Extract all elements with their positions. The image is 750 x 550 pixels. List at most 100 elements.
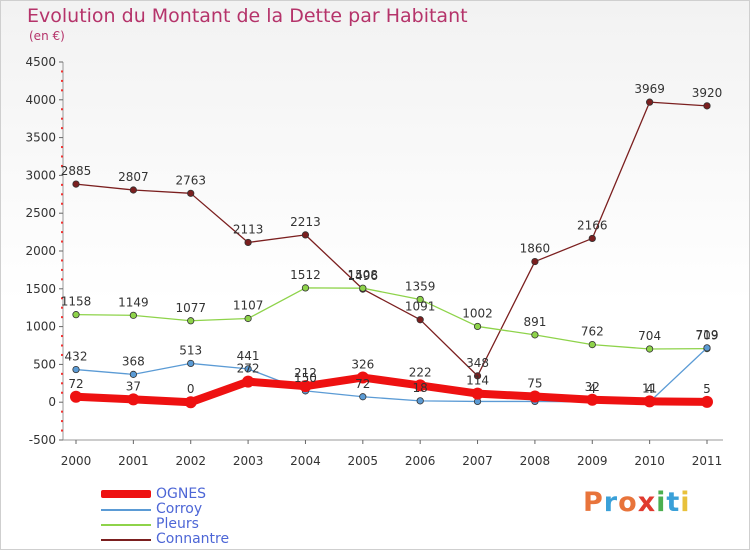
data-label-ognes: 0 (187, 382, 195, 396)
data-label-connantre: 1496 (348, 269, 379, 283)
logo-letter: t (666, 487, 681, 518)
data-point-connantre (416, 316, 424, 324)
data-label-ognes: 5 (703, 382, 711, 396)
y-minor-tick (61, 193, 63, 196)
data-point-pleurs (473, 322, 482, 331)
data-label-corroy: 150 (294, 371, 317, 385)
x-tick-label: 2004 (290, 454, 321, 468)
data-point-pleurs (416, 295, 424, 304)
series-line-ognes (72, 373, 711, 407)
y-minor-tick (61, 89, 63, 92)
x-tick-label: 2007 (462, 454, 493, 468)
data-point-corroy (416, 397, 424, 405)
data-label-connantre: 1860 (520, 242, 551, 256)
y-minor-tick (61, 108, 63, 111)
legend-label-connantre: Connantre (156, 531, 230, 547)
y-minor-tick (61, 316, 63, 319)
data-label-corroy: 432 (65, 350, 88, 364)
data-label-ognes: 222 (409, 365, 432, 379)
data-label-ognes: 75 (527, 377, 542, 391)
y-tick-label: 0 (48, 395, 56, 409)
y-tick-label: 2000 (25, 244, 56, 258)
data-label-ognes: 37 (126, 379, 141, 393)
logo-letter: x (637, 487, 657, 518)
y-minor-tick (61, 372, 63, 375)
data-label-pleurs: 762 (581, 325, 604, 339)
data-point-ognes (414, 379, 427, 392)
data-label-connantre: 3920 (692, 86, 723, 100)
data-label-pleurs: 709 (696, 329, 719, 343)
y-tick-label: 500 (33, 357, 56, 371)
data-point-pleurs (129, 311, 137, 319)
data-label-ognes: 272 (237, 362, 260, 376)
y-tick-label: 4000 (25, 93, 56, 107)
data-point-connantre (244, 238, 252, 247)
y-minor-tick (61, 164, 63, 167)
y-minor-tick (61, 429, 63, 432)
y-minor-tick (61, 117, 63, 120)
logo-letter: P (583, 487, 604, 518)
data-point-ognes (70, 390, 82, 403)
x-tick-label: 2009 (577, 454, 608, 468)
data-label-corroy: 4 (588, 382, 596, 396)
data-label-pleurs: 704 (638, 329, 661, 343)
data-label-connantre: 2763 (175, 173, 206, 187)
x-tick-label: 2002 (175, 454, 206, 468)
legend-swatch-ognes (101, 490, 151, 498)
data-point-connantre (301, 231, 310, 239)
logo-letter: r (603, 487, 619, 518)
y-tick-label: 1000 (25, 320, 56, 334)
y-minor-tick (61, 79, 63, 82)
data-label-connantre: 3969 (634, 82, 665, 96)
data-point-ognes (184, 396, 197, 409)
data-point-connantre (187, 189, 195, 197)
data-point-connantre (72, 180, 80, 188)
data-label-ognes: 212 (294, 366, 317, 380)
x-tick-label: 2006 (405, 454, 436, 468)
data-point-pleurs (359, 284, 367, 292)
logo-letter: o (618, 487, 638, 518)
legend-swatch-corroy (101, 509, 151, 511)
data-point-ognes (471, 387, 484, 400)
proxiti-logo: Proxiti (583, 487, 691, 518)
y-minor-tick (61, 127, 63, 130)
x-tick-label: 2008 (520, 454, 551, 468)
data-point-ognes (299, 380, 312, 393)
data-point-connantre (129, 186, 137, 194)
series-line-connantre (75, 101, 708, 377)
x-tick-label: 2010 (634, 454, 665, 468)
data-label-corroy: 368 (122, 354, 145, 368)
legend-label-ognes: OGNES (156, 486, 207, 502)
data-label-connantre: 2113 (233, 222, 264, 236)
data-label-pleurs: 1359 (405, 279, 436, 293)
data-point-pleurs (646, 345, 654, 353)
y-minor-tick (61, 382, 63, 385)
data-label-pleurs: 1508 (348, 268, 379, 282)
data-point-corroy (244, 365, 252, 373)
data-label-corroy: 441 (237, 349, 260, 363)
y-minor-tick (61, 410, 63, 413)
data-label-connantre: 2885 (61, 164, 92, 178)
y-tick-label: -500 (29, 433, 56, 447)
data-point-corroy (72, 365, 80, 374)
legend-swatch-connantre (101, 539, 151, 541)
data-point-connantre (588, 234, 596, 243)
data-point-pleurs (531, 331, 539, 339)
data-label-pleurs: 1512 (290, 268, 321, 282)
y-minor-tick (61, 353, 63, 356)
y-minor-tick (61, 297, 63, 300)
data-point-connantre (703, 102, 711, 110)
data-point-ognes (356, 371, 369, 384)
x-tick-label: 2005 (348, 454, 379, 468)
data-point-ognes (127, 393, 140, 406)
y-minor-tick (61, 146, 63, 149)
chart-title: Evolution du Montant de la Dette par Hab… (27, 5, 468, 27)
data-label-pleurs: 1107 (233, 299, 264, 313)
data-point-ognes (242, 375, 255, 388)
data-label-ognes: 114 (466, 374, 489, 388)
y-minor-tick (61, 240, 63, 243)
logo-letter: i (680, 487, 691, 518)
data-point-pleurs (244, 314, 252, 323)
legend-label-pleurs: Pleurs (156, 516, 199, 532)
